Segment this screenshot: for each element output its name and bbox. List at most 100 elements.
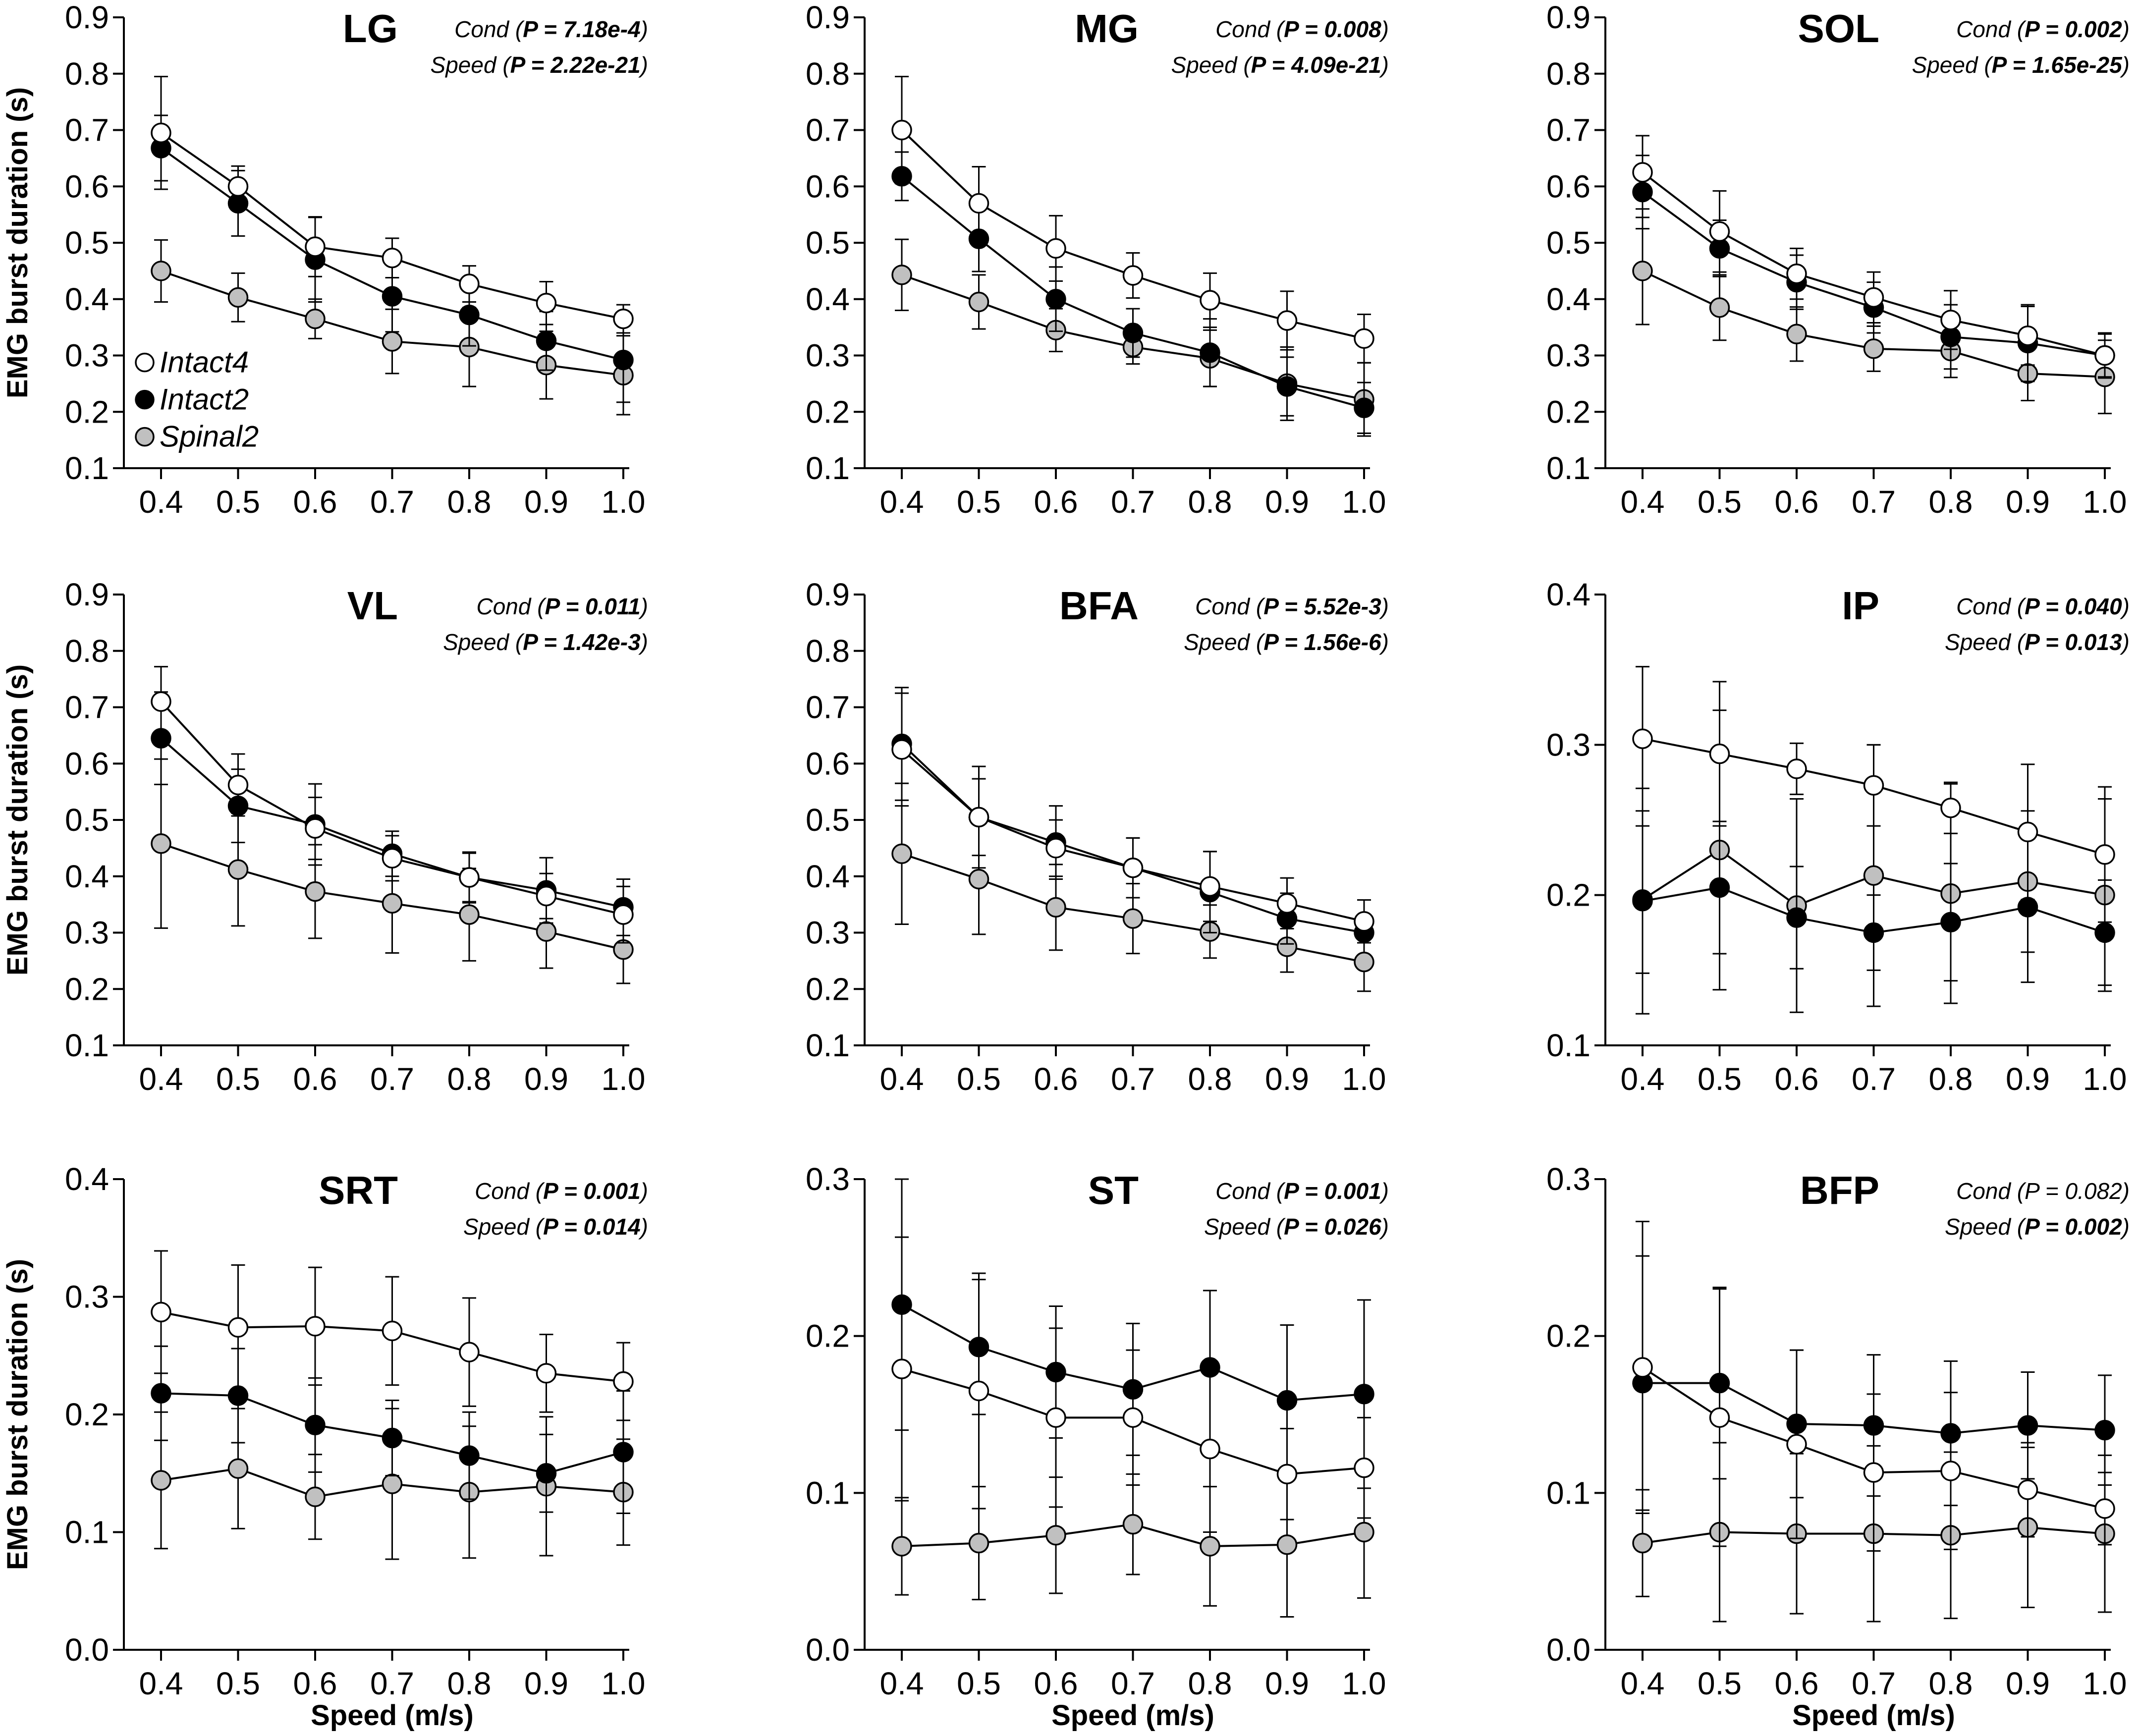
y-tick-label: 0.9: [806, 577, 850, 612]
x-axis-label: Speed (m/s): [311, 1699, 474, 1732]
data-point: [305, 881, 326, 902]
data-point: [1122, 857, 1144, 878]
data-point: [536, 921, 557, 942]
cond-stat: Cond (P = 0.011): [476, 594, 648, 619]
x-tick-label: 1.0: [1342, 1061, 1386, 1097]
series-intact4: [1632, 1221, 2115, 1552]
panel-title: VL: [347, 584, 398, 628]
data-point: [382, 247, 403, 269]
x-tick-label: 0.9: [524, 1061, 568, 1097]
y-axis-label: EMG burst duration (s): [1, 1259, 34, 1570]
y-tick-label: 0.2: [1546, 394, 1591, 430]
x-tick-label: 0.4: [139, 1666, 183, 1701]
x-axis-label: Speed (m/s): [1051, 1699, 1214, 1732]
cond-stat: Cond (P = 7.18e-4): [454, 16, 648, 42]
y-tick-label: 0.5: [65, 802, 109, 838]
y-tick-label: 0.4: [65, 281, 109, 317]
data-point: [1863, 865, 1884, 886]
x-tick-label: 0.6: [1034, 1061, 1078, 1097]
x-tick-label: 0.6: [1775, 1061, 1819, 1097]
x-tick-label: 0.6: [1775, 1666, 1819, 1701]
data-point: [1786, 263, 1807, 284]
y-tick-label: 0.5: [806, 802, 850, 838]
x-tick-label: 0.7: [1111, 1666, 1155, 1701]
data-point: [968, 1532, 989, 1554]
data-point: [891, 843, 912, 864]
panel-title: SOL: [1798, 6, 1879, 51]
cond-stat: Cond (P = 0.040): [1956, 594, 2130, 619]
speed-stat: Speed (P = 0.014): [463, 1214, 648, 1240]
data-point: [151, 122, 171, 143]
data-point: [1709, 1407, 1730, 1428]
series-intact2: [1632, 787, 2115, 1015]
speed-stat: Speed (P = 0.026): [1204, 1214, 1389, 1240]
data-point: [2094, 1419, 2115, 1441]
speed-p-value: 0.014: [584, 1214, 641, 1240]
x-tick-label: 0.5: [957, 484, 1001, 520]
speed-stat: Speed (P = 1.42e-3): [443, 629, 648, 655]
panel-title: IP: [1842, 584, 1879, 628]
data-point: [1632, 1532, 1653, 1554]
x-tick-label: 0.9: [1265, 1666, 1309, 1701]
x-tick-label: 0.5: [1698, 1666, 1742, 1701]
data-point: [1200, 290, 1220, 311]
x-tick-label: 0.8: [1188, 1666, 1232, 1701]
x-tick-label: 0.9: [1265, 484, 1309, 520]
series-intact4: [891, 1236, 1374, 1533]
data-point: [305, 236, 326, 257]
x-tick-label: 0.9: [524, 1666, 568, 1701]
cond-p-value: 0.002: [2065, 16, 2123, 42]
data-point: [1276, 1464, 1298, 1485]
cond-stat: Cond (P = 0.082): [1956, 1178, 2130, 1204]
y-tick-label: 0.3: [806, 915, 850, 951]
data-point: [1276, 376, 1298, 397]
y-tick-label: 0.4: [65, 859, 109, 894]
data-point: [1276, 1390, 1298, 1411]
y-tick-label: 0.2: [806, 1318, 850, 1354]
data-point: [1276, 893, 1298, 914]
panel-title: ST: [1088, 1168, 1139, 1212]
speed-stat: Speed (P = 0.013): [1945, 629, 2130, 655]
y-tick-label: 0.3: [1546, 338, 1591, 374]
y-tick-label: 0.6: [65, 746, 109, 781]
data-point: [1122, 1514, 1144, 1535]
panel-srt: 0.0 0.1 0.2 0.3 0.4 0.4 0.5 0.6 0.7 0.8 0.9 1.0 EMG …: [1, 1161, 648, 1732]
cond-p-value: 5.52e-3: [1304, 594, 1381, 619]
data-point: [891, 265, 912, 285]
x-tick-label: 0.5: [1698, 484, 1742, 520]
data-point: [536, 292, 557, 314]
data-point: [1200, 342, 1220, 363]
data-point: [1632, 162, 1653, 183]
series-intact4: [1632, 666, 2115, 923]
cond-stat: Cond (P = 0.008): [1215, 16, 1389, 42]
data-point: [1045, 238, 1066, 259]
y-tick-label: 0.5: [1546, 225, 1591, 261]
data-point: [227, 1317, 249, 1338]
x-tick-label: 0.7: [1111, 1061, 1155, 1097]
data-point: [1709, 877, 1730, 898]
y-tick-label: 0.4: [65, 1161, 109, 1197]
x-axis-label: Speed (m/s): [1792, 1699, 1955, 1732]
data-point: [1863, 1462, 1884, 1483]
y-tick-label: 0.0: [806, 1632, 850, 1668]
x-tick-label: 0.7: [1852, 1666, 1896, 1701]
data-point: [1786, 324, 1807, 345]
x-tick-label: 0.9: [524, 484, 568, 520]
series-intact4: [1632, 135, 2115, 378]
data-point: [536, 1463, 557, 1484]
data-point: [1863, 287, 1884, 308]
data-point: [382, 848, 403, 869]
data-point: [1200, 1438, 1220, 1460]
y-tick-label: 0.6: [806, 168, 850, 204]
y-tick-label: 0.7: [1546, 112, 1591, 148]
x-tick-label: 0.5: [216, 484, 260, 520]
speed-p-value: 0.002: [2065, 1214, 2123, 1240]
data-point: [2094, 1498, 2115, 1519]
panel-title: LG: [343, 6, 398, 51]
data-point: [382, 331, 403, 352]
panel-title: BFP: [1800, 1168, 1879, 1212]
y-tick-label: 0.9: [65, 0, 109, 35]
y-tick-label: 0.6: [65, 168, 109, 204]
data-point: [1632, 261, 1653, 281]
data-point: [1632, 728, 1653, 749]
